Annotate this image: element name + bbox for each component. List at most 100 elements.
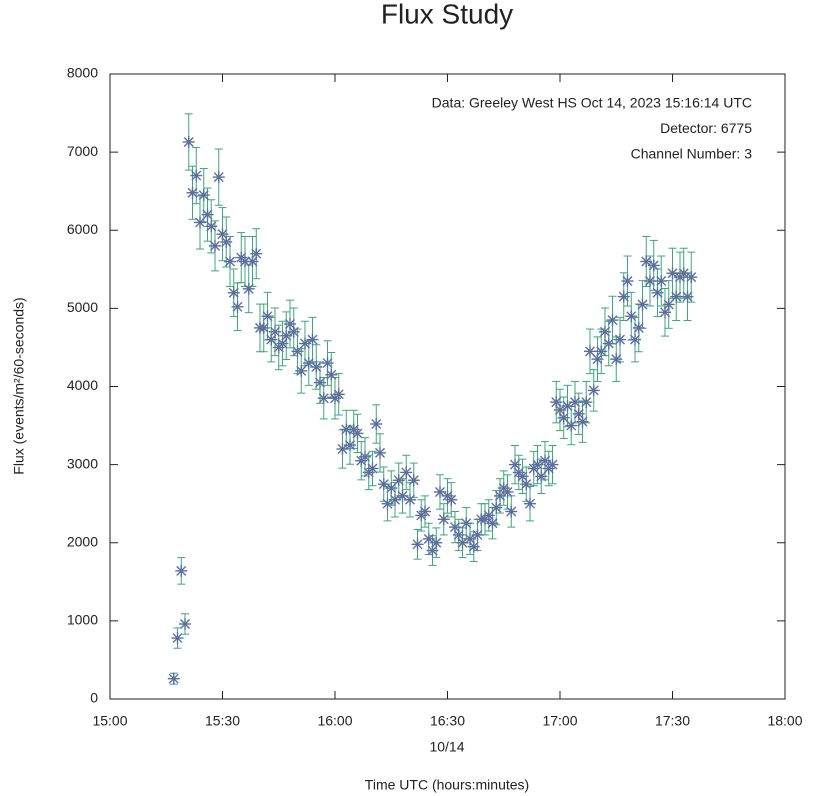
marker-stroke [225,256,235,267]
marker-stroke [307,334,318,345]
marker-stroke [648,260,659,271]
marker-stroke [472,529,483,540]
marker-stroke [626,311,637,322]
chart-title: Flux Study [381,0,513,29]
x-date-label: 10/14 [429,739,464,755]
point-marker [460,517,473,530]
marker-stroke [491,502,502,513]
point-marker [531,458,544,471]
marker-stroke [446,494,457,505]
point-marker [396,489,409,502]
point-marker [314,376,326,389]
marker-stroke [251,248,262,259]
marker-stroke [641,256,652,267]
marker-stroke [303,358,314,369]
point-marker [419,505,431,518]
marker-stroke [656,276,667,287]
marker-stroke [375,447,385,458]
point-marker [587,384,600,397]
marker-stroke [341,424,352,435]
point-marker [445,493,458,506]
point-marker [167,672,180,685]
point-marker [486,517,499,530]
x-tick-label: 18:00 [767,713,802,729]
marker-stroke [180,619,190,629]
marker-stroke [461,518,472,529]
point-marker [269,325,281,338]
marker-stroke [682,291,693,302]
marker-stroke [172,633,183,644]
point-marker [644,275,656,288]
marker-stroke [318,393,329,404]
marker-stroke [506,506,517,517]
point-marker [392,474,405,487]
marker-stroke [532,459,543,470]
point-marker [685,271,698,284]
point-marker [632,321,645,334]
point-marker [629,333,641,346]
y-tick-label: 1000 [67,612,98,628]
point-marker [332,388,345,401]
marker-stroke [397,490,408,501]
point-marker [595,345,608,358]
marker-stroke [438,514,449,525]
x-tick-label: 15:00 [92,713,127,729]
marker-stroke [611,354,622,365]
marker-stroke [622,276,633,287]
marker-stroke [187,187,198,198]
point-marker [621,275,634,288]
marker-stroke [450,522,460,533]
marker-stroke [292,346,303,357]
marker-stroke [168,673,179,684]
marker-stroke [285,319,295,329]
point-marker [366,462,379,475]
x-tick-label: 17:00 [542,713,577,729]
x-tick-label: 16:00 [317,713,352,729]
point-marker [212,171,225,184]
point-marker [205,220,218,233]
point-marker [625,310,638,323]
marker-stroke [258,322,269,333]
plot-frame [109,73,786,700]
marker-stroke [408,475,419,486]
marker-stroke [536,471,547,482]
point-marker [535,470,548,483]
x-tick-label: 15:30 [205,713,240,729]
marker-stroke [315,377,325,388]
marker-stroke [300,338,310,349]
marker-stroke [551,397,562,408]
marker-stroke [667,268,678,279]
marker-stroke [585,346,595,357]
marker-stroke [333,389,344,400]
point-marker [599,325,611,338]
y-tick-label: 5000 [67,299,98,315]
marker-stroke [371,419,382,429]
point-marker [171,632,184,645]
marker-stroke [206,221,217,232]
point-marker [317,392,330,405]
point-marker [430,536,443,549]
point-marker [647,259,660,272]
marker-stroke [412,539,423,550]
point-marker [257,321,270,334]
marker-stroke [510,459,520,470]
marker-stroke [558,412,569,423]
point-marker [482,509,495,522]
point-marker [546,458,559,471]
y-tick-label: 4000 [67,377,98,393]
marker-stroke [420,506,430,517]
marker-stroke [232,301,243,312]
y-tick-label: 8000 [67,65,98,81]
annotation: Data: Greeley West HS Oct 14, 2023 15:16… [432,95,752,111]
point-marker [411,538,424,551]
marker-stroke [228,287,239,298]
marker-stroke [435,486,445,497]
marker-stroke [678,268,689,279]
point-marker [220,235,233,248]
marker-stroke [663,299,674,310]
point-marker [437,513,450,526]
marker-stroke [386,483,397,494]
point-marker [186,186,199,199]
point-marker [501,485,514,498]
marker-stroke [615,334,625,345]
